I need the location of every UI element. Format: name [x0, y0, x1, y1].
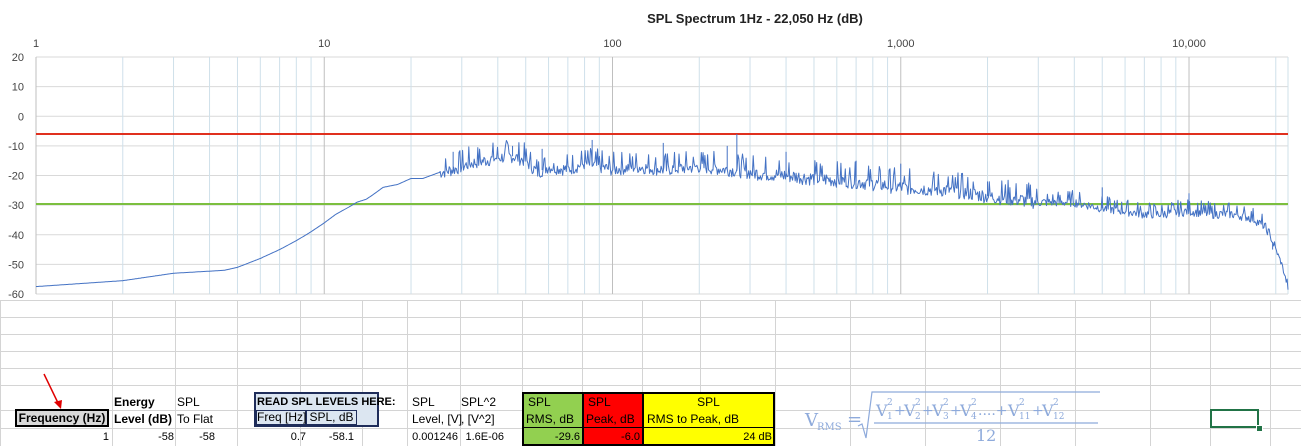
- svg-text:....+: ....+: [978, 403, 1008, 419]
- svg-text:2: 2: [915, 412, 921, 422]
- header-spl-db[interactable]: SPL, dB: [306, 410, 357, 425]
- header-spl-squared-top[interactable]: SPL^2: [461, 395, 496, 409]
- read-spl-box: [254, 392, 379, 427]
- y-tick-label: -60: [8, 289, 24, 300]
- selected-cell[interactable]: [1210, 409, 1259, 428]
- x-tick-label: 1: [33, 38, 39, 50]
- svg-text:+: +: [922, 403, 934, 419]
- header-freq-hz[interactable]: Freq [Hz]: [256, 410, 307, 425]
- header-spl-level-top[interactable]: SPL: [412, 395, 435, 409]
- formula-equals: =: [847, 409, 862, 430]
- header-frequency[interactable]: Frequency (Hz): [15, 409, 109, 427]
- header-r2p-top[interactable]: SPL: [697, 395, 720, 409]
- svg-text:2: 2: [943, 398, 949, 408]
- formula-term: V 2 1 +: [875, 398, 906, 422]
- svg-text:4: 4: [971, 412, 977, 422]
- header-read-spl-levels[interactable]: READ SPL LEVELS HERE:: [257, 396, 396, 408]
- cell-rms-to-peak-value[interactable]: 24 dB: [743, 431, 772, 443]
- header-rms-bottom[interactable]: RMS, dB: [526, 412, 575, 426]
- x-tick-label: 1,000: [887, 38, 915, 50]
- cell-frequency-value[interactable]: 1: [102, 431, 109, 443]
- cell-energy-value[interactable]: -58: [158, 431, 174, 443]
- y-tick-label: -50: [8, 259, 24, 271]
- svg-text:3: 3: [943, 412, 949, 422]
- header-spl-top[interactable]: SPL: [177, 395, 200, 409]
- svg-text:12: 12: [1053, 412, 1064, 422]
- formula-term: V 2 12: [1041, 398, 1064, 422]
- y-tick-label: -10: [8, 141, 24, 153]
- formula-lhs-sub: RMS: [817, 422, 842, 433]
- x-axis-tick-labels: 1 10 100 1,000 10,000: [33, 38, 1206, 50]
- y-tick-label: -40: [8, 230, 24, 242]
- chart-title: SPL Spectrum 1Hz - 22,050 Hz (dB): [647, 11, 863, 26]
- cell-rms-value[interactable]: -29.6: [554, 431, 580, 443]
- svg-text:2: 2: [971, 398, 977, 408]
- svg-text:V: V: [931, 401, 944, 420]
- rms-to-peak-box: [642, 392, 775, 446]
- svg-text:V: V: [875, 401, 888, 420]
- svg-text:1: 1: [887, 412, 893, 422]
- fill-handle[interactable]: [1256, 425, 1263, 432]
- x-tick-label: 100: [603, 38, 621, 50]
- svg-text:2: 2: [887, 398, 893, 408]
- cell-freq-hz-value[interactable]: 0.7: [290, 431, 306, 443]
- y-tick-label: -30: [8, 200, 24, 212]
- x-tick-label: 10,000: [1172, 38, 1206, 50]
- svg-text:+: +: [950, 403, 962, 419]
- spl-spectrum-chart: SPL Spectrum 1Hz - 22,050 Hz (dB) 1 10 100…: [8, 11, 1289, 300]
- header-to-flat[interactable]: To Flat: [177, 412, 214, 426]
- header-peak-top[interactable]: SPL: [588, 395, 611, 409]
- formula-term: V 2 11 +: [1007, 398, 1044, 422]
- svg-text:2: 2: [915, 398, 921, 408]
- chart-gridlines: [35, 56, 1289, 295]
- svg-text:11: 11: [1019, 412, 1030, 422]
- cell-spl-db-value[interactable]: -58.1: [328, 431, 354, 443]
- cell-v2-value[interactable]: 1.6E-06: [465, 431, 504, 443]
- svg-text:+: +: [1032, 403, 1044, 419]
- header-peak-bottom[interactable]: Peak, dB: [586, 412, 635, 426]
- formula-term: V 2 4 ....+: [959, 398, 1008, 422]
- svg-text:2: 2: [1053, 398, 1059, 408]
- header-r2p-bottom[interactable]: RMS to Peak, dB: [647, 412, 740, 426]
- header-spl-squared-bottom[interactable]: , [V^2]: [461, 412, 495, 426]
- cell-to-flat-value[interactable]: -58: [199, 431, 215, 443]
- results-divider: [522, 427, 775, 428]
- header-energy-top[interactable]: Energy: [114, 395, 155, 409]
- x-tick-label: 10: [318, 38, 330, 50]
- cell-peak-value[interactable]: -6.0: [621, 431, 640, 443]
- red-arrow-icon: [42, 372, 62, 410]
- rms-formula-image: V RMS = 12 V 21 +V 22 +V 23 +V 24 ....+ V 211 +V 212: [804, 391, 1100, 445]
- y-axis-tick-labels: 20 10 0 -10 -20 -30 -40 -50 -60: [8, 52, 24, 300]
- formula-denominator: 12: [976, 426, 996, 445]
- chart-series: [35, 133, 1289, 290]
- formula-numerator: V 21 +V 22 +V 23 +V 24 ....+ V 211 +V 212: [875, 398, 1064, 422]
- formula-term: V 2 3 +: [931, 398, 962, 422]
- y-tick-label: 10: [12, 82, 24, 94]
- rms-box: [522, 392, 584, 446]
- formula-term: V 2 2 +: [903, 398, 934, 422]
- formula-lhs: V: [804, 410, 819, 431]
- formula-radical: [857, 391, 1100, 439]
- spl-spectrum-line: [35, 140, 1289, 290]
- y-tick-label: 0: [18, 111, 24, 123]
- svg-text:V: V: [1041, 401, 1054, 420]
- y-tick-label: 20: [12, 52, 24, 64]
- header-energy-bottom[interactable]: Level (dB): [114, 412, 173, 426]
- svg-text:+: +: [894, 403, 906, 419]
- cell-level-v-value[interactable]: 0.001246: [412, 431, 458, 443]
- y-tick-label: -20: [8, 171, 24, 183]
- svg-text:2: 2: [1019, 398, 1025, 408]
- svg-text:V: V: [1007, 401, 1020, 420]
- header-spl-level-bottom[interactable]: Level, [V]: [412, 412, 463, 426]
- header-rms-top[interactable]: SPL: [528, 395, 551, 409]
- svg-text:V: V: [903, 401, 916, 420]
- svg-text:V: V: [959, 401, 972, 420]
